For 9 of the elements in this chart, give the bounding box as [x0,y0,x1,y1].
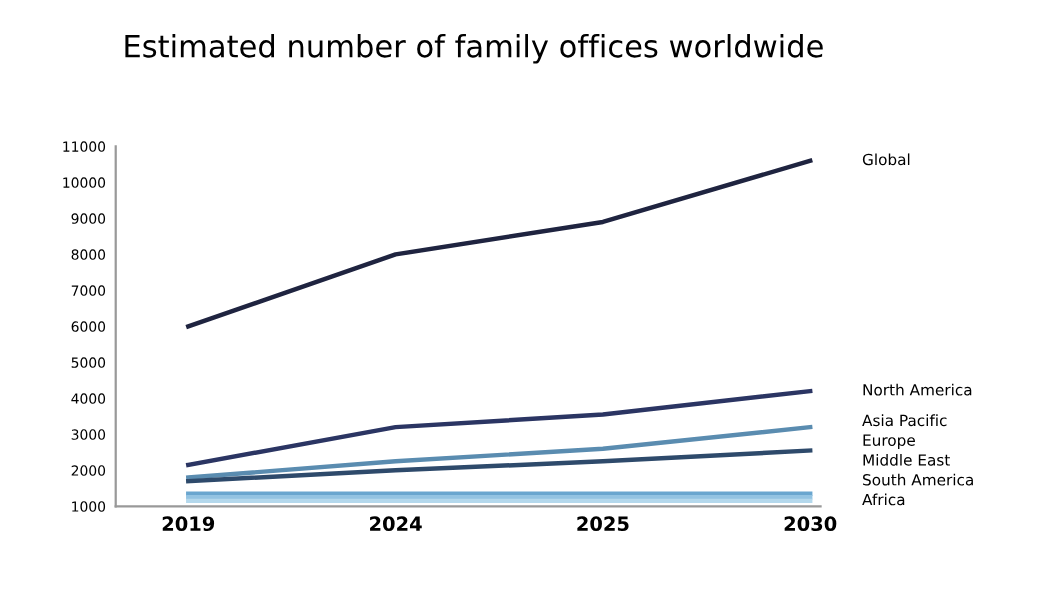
x-tick-label: 2025 [577,516,629,532]
line-series [186,448,813,484]
x-tick-label: 2024 [370,516,422,532]
x-tick-label: 2030 [784,516,837,532]
x-tick-label: 2019 [162,516,215,532]
line-series [186,424,813,480]
line-series [186,388,813,468]
chart-title: Estimated number of family offices worldwide [125,34,823,64]
line-series [186,158,813,329]
